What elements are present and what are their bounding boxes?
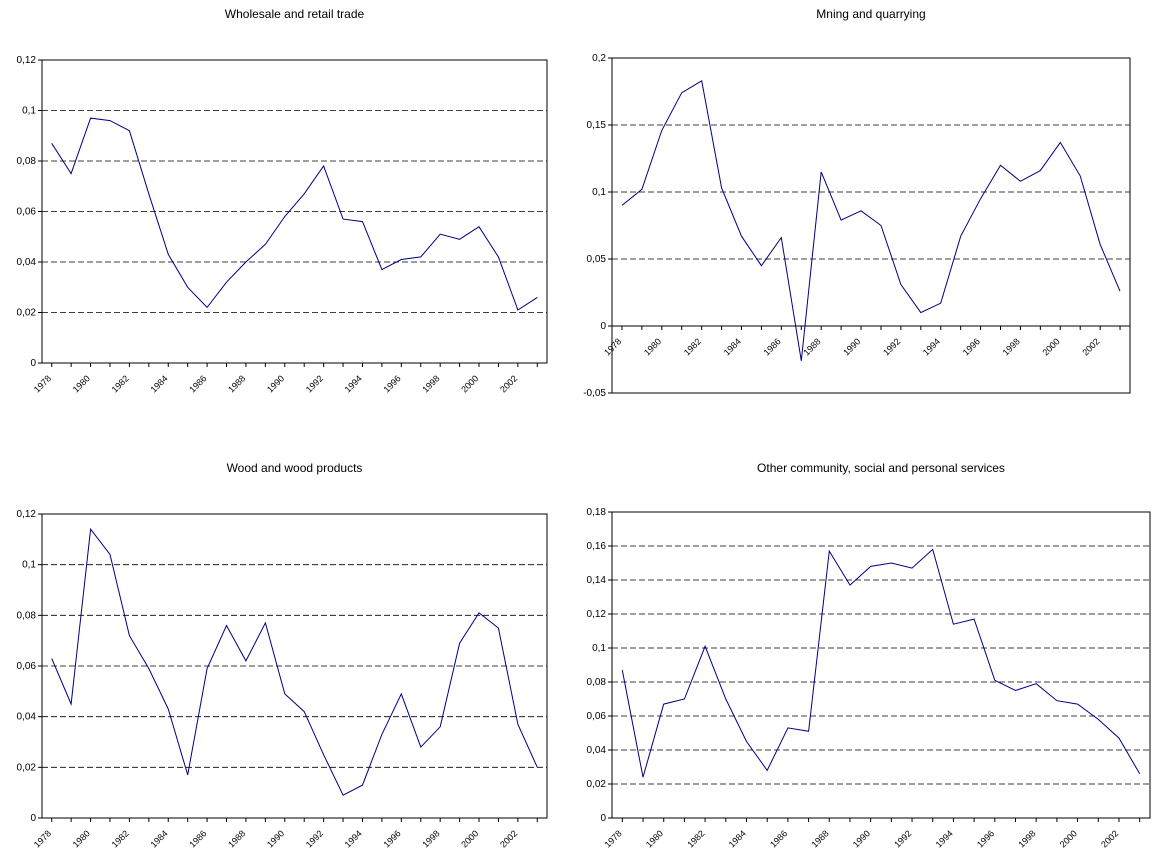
y-tick-label: 0,1 — [592, 643, 606, 654]
x-tick-label: 1978 — [32, 373, 53, 394]
data-line — [621, 80, 1121, 361]
x-tick-label: 1984 — [722, 336, 743, 357]
y-tick-label: 0,12 — [17, 509, 37, 520]
x-tick-label: 1980 — [71, 373, 92, 394]
y-tick-label: 0,02 — [587, 779, 607, 790]
x-tick-label: 1988 — [801, 336, 822, 357]
data-line — [51, 527, 538, 796]
x-tick-label: 1988 — [226, 373, 247, 394]
x-tick-label: 1992 — [881, 336, 902, 357]
x-tick-label: 1998 — [1001, 336, 1022, 357]
y-tick-label: 0,06 — [587, 711, 607, 722]
x-tick-label: 2002 — [498, 373, 519, 394]
x-tick-label: 2000 — [1058, 828, 1079, 849]
x-tick-label: 1994 — [343, 828, 364, 849]
x-tick-label: 1990 — [851, 828, 872, 849]
y-tick-label: 0,1 — [22, 560, 36, 571]
y-tick-label: 0,2 — [592, 53, 606, 64]
x-tick-label: 1996 — [975, 828, 996, 849]
data-line — [51, 117, 538, 311]
x-tick-label: 1990 — [265, 828, 286, 849]
x-tick-label: 1994 — [343, 373, 364, 394]
y-tick-label: 0 — [30, 813, 36, 824]
x-tick-label: 1992 — [304, 373, 325, 394]
x-tick-label: 2000 — [1040, 336, 1061, 357]
x-tick-label: 1986 — [762, 336, 783, 357]
x-tick-label: 1994 — [921, 336, 942, 357]
x-tick-label: 1984 — [148, 373, 169, 394]
x-tick-label: 1982 — [685, 828, 706, 849]
x-tick-label: 1998 — [1016, 828, 1037, 849]
y-tick-label: 0,08 — [587, 677, 607, 688]
x-tick-label: 1990 — [841, 336, 862, 357]
y-tick-label: 0,15 — [587, 120, 607, 131]
y-tick-label: 0,04 — [17, 257, 37, 268]
x-tick-label: 1998 — [420, 828, 441, 849]
x-tick-label: 1980 — [644, 828, 665, 849]
data-line — [621, 548, 1141, 778]
y-tick-label: 0,16 — [587, 541, 607, 552]
x-tick-label: 1984 — [727, 828, 748, 849]
plot-frame — [611, 57, 1131, 394]
x-tick-label: 1980 — [642, 336, 663, 357]
x-tick-label: 1996 — [382, 373, 403, 394]
x-tick-label: 1992 — [892, 828, 913, 849]
x-tick-label: 1982 — [682, 336, 703, 357]
x-tick-label: 1996 — [382, 828, 403, 849]
y-tick-label: 0 — [30, 358, 36, 369]
y-tick-label: 0,02 — [17, 762, 37, 773]
x-tick-label: 1988 — [226, 828, 247, 849]
x-tick-label: 1986 — [187, 828, 208, 849]
x-tick-label: 1998 — [420, 373, 441, 394]
x-tick-label: 1978 — [603, 828, 624, 849]
y-tick-label: 0,06 — [17, 661, 37, 672]
x-tick-label: 1994 — [934, 828, 955, 849]
y-tick-label: 0,04 — [587, 745, 607, 756]
x-tick-label: 1982 — [110, 828, 131, 849]
chart-title: Wholesale and retail trade — [225, 7, 365, 21]
x-tick-label: 1986 — [768, 828, 789, 849]
x-tick-label: 2002 — [1080, 336, 1101, 357]
y-tick-label: 0,02 — [17, 308, 37, 319]
x-tick-label: 1980 — [71, 828, 92, 849]
y-tick-label: 0,04 — [17, 712, 37, 723]
x-tick-label: 1990 — [265, 373, 286, 394]
y-tick-label: 0 — [600, 813, 606, 824]
chart-title: Other community, social and personal ser… — [757, 461, 1005, 475]
chart-title: Mning and quarrying — [816, 7, 925, 21]
y-tick-label: 0,08 — [17, 610, 37, 621]
y-tick-label: 0,14 — [587, 575, 607, 586]
x-tick-label: 2002 — [1099, 828, 1120, 849]
plot-frame — [611, 511, 1151, 819]
y-tick-label: -0,05 — [583, 388, 606, 399]
chart-title: Wood and wood products — [227, 461, 363, 475]
x-tick-label: 1986 — [187, 373, 208, 394]
y-tick-label: 0,05 — [587, 254, 607, 265]
y-tick-label: 0,08 — [17, 156, 37, 167]
y-tick-label: 0,06 — [17, 207, 37, 218]
x-tick-label: 1978 — [602, 336, 623, 357]
y-tick-label: 0,1 — [592, 187, 606, 198]
x-tick-label: 1982 — [110, 373, 131, 394]
x-tick-label: 1984 — [148, 828, 169, 849]
y-tick-label: 0,12 — [587, 609, 607, 620]
x-tick-label: 2002 — [498, 828, 519, 849]
x-tick-label: 1978 — [32, 828, 53, 849]
x-tick-label: 1992 — [304, 828, 325, 849]
x-tick-label: 1996 — [961, 336, 982, 357]
y-tick-label: 0,12 — [17, 55, 37, 66]
x-tick-label: 2000 — [459, 828, 480, 849]
y-tick-label: 0,1 — [22, 106, 36, 117]
y-tick-label: 0,18 — [587, 507, 607, 518]
x-tick-label: 1988 — [809, 828, 830, 849]
y-tick-label: 0 — [600, 321, 606, 332]
x-tick-label: 2000 — [459, 373, 480, 394]
